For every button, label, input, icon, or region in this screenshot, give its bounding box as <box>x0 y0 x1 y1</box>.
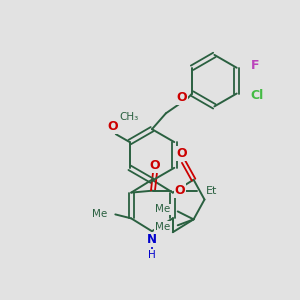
Text: Me: Me <box>154 204 170 214</box>
Text: O: O <box>150 159 160 172</box>
Text: F: F <box>250 59 259 72</box>
Text: O: O <box>107 120 118 133</box>
Text: Me: Me <box>92 209 107 219</box>
Text: H: H <box>148 250 156 260</box>
Text: Et: Et <box>206 186 217 196</box>
Text: N: N <box>147 233 157 246</box>
Text: Me: Me <box>154 222 170 232</box>
Text: CH₃: CH₃ <box>120 112 139 122</box>
Text: O: O <box>176 148 187 160</box>
Text: O: O <box>176 91 187 104</box>
Text: O: O <box>175 184 185 197</box>
Text: Cl: Cl <box>250 89 264 102</box>
